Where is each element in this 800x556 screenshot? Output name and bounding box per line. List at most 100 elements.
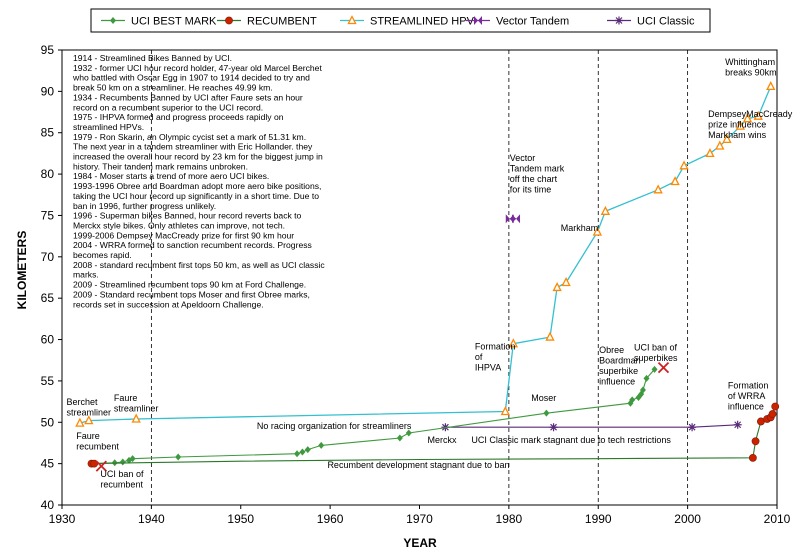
annotation-line: Recumbent development stagnant due to ba… bbox=[327, 460, 509, 470]
history-note: Merckx style bikes. Only athletes can im… bbox=[73, 220, 285, 230]
history-note: becomes rapid. bbox=[73, 250, 132, 260]
legend-marker-2 bbox=[347, 15, 357, 25]
annotation-line: Faure bbox=[76, 431, 100, 441]
point-0-10 bbox=[396, 434, 403, 442]
point-2-5 bbox=[545, 331, 555, 341]
point-1-7 bbox=[751, 437, 760, 446]
annotation-line: DempseyMacCready bbox=[708, 109, 793, 119]
y-tick-label: 55 bbox=[41, 374, 55, 388]
x-tick-label: 1970 bbox=[406, 512, 433, 526]
history-note: increased the overall hour record by 23 … bbox=[73, 152, 323, 162]
history-note: 1914 - Streamlined Bikes Banned by UCI. bbox=[73, 53, 232, 63]
annotation-line: of bbox=[475, 352, 483, 362]
x-tick-label: 1960 bbox=[317, 512, 344, 526]
point-2-4 bbox=[508, 338, 519, 348]
history-note: 1975 - IHPVA formed and progress proceed… bbox=[73, 112, 284, 122]
point-2-1 bbox=[84, 415, 94, 425]
series-1 bbox=[87, 402, 780, 468]
annotation-line: IHPVA bbox=[475, 362, 501, 372]
history-notes: 1914 - Streamlined Bikes Banned by UCI.1… bbox=[72, 53, 325, 309]
annotation-line: Boardman bbox=[599, 355, 641, 365]
x-tick-label: 1940 bbox=[138, 512, 165, 526]
history-note: break 50 km on a streamliner. He reaches… bbox=[73, 83, 273, 93]
annotation-line: UCI ban of bbox=[634, 342, 678, 352]
point-2-6 bbox=[552, 282, 562, 292]
point-0-14 bbox=[629, 396, 636, 404]
point-2-2 bbox=[131, 413, 141, 423]
annotation-line: influence bbox=[599, 376, 635, 386]
annotation-vector-offchart: Vector Tandem mark off the chart for its ti… bbox=[510, 153, 565, 195]
history-note: The next year in a tandem streamliner wi… bbox=[73, 142, 313, 152]
annotation-recumbent-stagnant: Recumbent development stagnant due to ba… bbox=[327, 460, 509, 470]
legend-label: STREAMLINED HPV bbox=[370, 16, 475, 28]
legend: UCI BEST MARK RECUMBENT STREAMLINED HPV Vec… bbox=[90, 8, 711, 33]
annotation-whittingham: Whittingham breaks 90km bbox=[725, 57, 777, 78]
annotation-line: UCI ban of bbox=[100, 469, 144, 479]
history-note: taking the UCI hour record up significan… bbox=[73, 191, 319, 201]
annotation-dempsey: DempseyMacCready prize influence Markham w… bbox=[708, 109, 793, 140]
annotation-line: superbikes bbox=[634, 353, 678, 363]
legend-marker-0 bbox=[110, 17, 116, 24]
grid-lines bbox=[150, 50, 689, 505]
point-2-19 bbox=[766, 80, 776, 91]
x-tick-label: 1950 bbox=[227, 512, 254, 526]
legend-label: RECUMBENT bbox=[247, 16, 317, 28]
point-2-9 bbox=[600, 205, 611, 215]
annotation-formation-wrra: Formation of WRRA influence bbox=[728, 380, 769, 411]
history-note: 1996 - Superman bikes Banned, hour recor… bbox=[73, 211, 302, 221]
point-0-5 bbox=[175, 453, 182, 461]
annotation-line: Merckx bbox=[428, 435, 457, 445]
annotation-line: breaks 90km bbox=[725, 67, 777, 77]
point-2-0 bbox=[75, 417, 85, 427]
annotation-faure-streamliner: Faure streamliner bbox=[114, 393, 159, 414]
legend-marker-3 bbox=[474, 16, 482, 25]
legend-box bbox=[90, 8, 711, 33]
point-3-0 bbox=[505, 214, 514, 224]
point-0-9 bbox=[318, 441, 325, 449]
point-1-6 bbox=[748, 453, 757, 462]
y-tick-label: 95 bbox=[41, 43, 55, 57]
annotation-line: Vector bbox=[510, 153, 536, 163]
history-note: history. Their tandem mark remains unbro… bbox=[73, 161, 248, 171]
history-note: 1979 - Ron Skarin, an Olympic cycist set… bbox=[73, 132, 306, 142]
history-note: 2009 - Streamlined recumbent tops 90 km … bbox=[73, 280, 306, 290]
x-axis-title: YEAR bbox=[403, 536, 437, 550]
series-layer bbox=[75, 80, 780, 472]
history-note: 2008 - standard recumbent first tops 50 … bbox=[73, 260, 325, 270]
point-2-3 bbox=[500, 406, 510, 416]
axis-ticks: 1930 1940 1950 1960 1970 1980 1990 2000 2010 40 45… bbox=[41, 43, 791, 526]
point-0-6 bbox=[294, 450, 301, 458]
y-axis-title: KILOMETERS bbox=[15, 231, 29, 310]
history-note: 1999-2006 Dempsey MacCready prize for fi… bbox=[73, 230, 294, 240]
point-0-11 bbox=[405, 429, 412, 437]
history-note: who battled with Oscar Egg in 1907 to 19… bbox=[72, 73, 310, 83]
annotation-line: for its time bbox=[510, 184, 552, 194]
x-tick-label: 1980 bbox=[496, 512, 523, 526]
annotation-faure-recumbent: Faure recumbent bbox=[76, 431, 119, 452]
legend-label: UCI Classic bbox=[637, 16, 695, 28]
y-tick-label: 85 bbox=[41, 126, 55, 140]
annotation-line: No racing organization for streamliners bbox=[257, 421, 412, 431]
annotation-line: influence bbox=[728, 401, 764, 411]
annotation-line: Formation bbox=[728, 380, 769, 390]
history-note: ban in 1996, further progress unlikely. bbox=[73, 201, 216, 211]
point-1-12 bbox=[771, 402, 780, 411]
annotation-line: Tandem mark bbox=[510, 163, 565, 173]
point-1-11 bbox=[768, 410, 777, 418]
point-2-15 bbox=[722, 133, 732, 143]
x-tick-label: 1930 bbox=[49, 512, 76, 526]
y-tick-label: 75 bbox=[41, 208, 55, 222]
history-note: 2009 - Standard recumbent tops Moser and… bbox=[73, 289, 310, 299]
history-note: record on a recumbent superior to the UC… bbox=[73, 102, 263, 112]
history-note: 2004 - WRRA formed to sanction recumbent… bbox=[73, 240, 312, 250]
point-2-12 bbox=[679, 160, 689, 170]
annotation-line: Formation bbox=[475, 341, 516, 351]
annotation-obree-boardman: Obree Boardman superbike influence bbox=[599, 345, 641, 387]
point-2-17 bbox=[742, 113, 753, 123]
point-2-14 bbox=[715, 140, 725, 150]
history-note: 1932 - former UCI hour record holder, 47… bbox=[73, 63, 322, 73]
annotation-line: Faure bbox=[114, 393, 138, 403]
series-0 bbox=[88, 365, 658, 468]
